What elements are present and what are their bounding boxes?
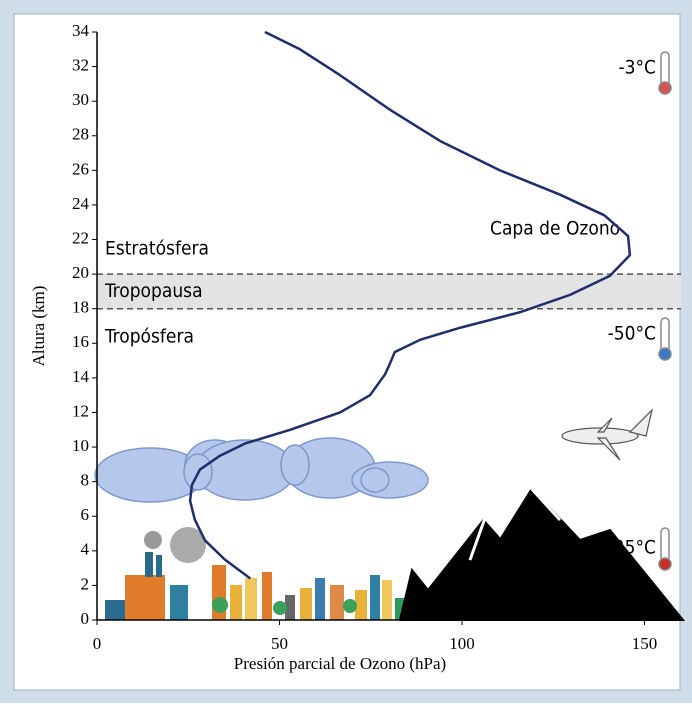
y-tick-label: 6 bbox=[81, 505, 90, 524]
annotation: 25°C bbox=[614, 537, 656, 559]
annotation: -50°C bbox=[608, 323, 656, 345]
y-tick-label: 24 bbox=[72, 194, 90, 213]
y-tick-label: 0 bbox=[81, 609, 90, 628]
y-tick-label: 22 bbox=[72, 228, 89, 247]
x-axis-label: Presión parcial de Ozono (hPa) bbox=[234, 654, 446, 673]
y-tick-label: 8 bbox=[81, 471, 90, 490]
y-tick-label: 12 bbox=[72, 401, 89, 420]
x-tick-label: 150 bbox=[632, 634, 658, 653]
x-tick-label: 100 bbox=[449, 634, 475, 653]
y-tick-label: 16 bbox=[72, 332, 89, 351]
y-tick-label: 28 bbox=[72, 125, 89, 144]
x-tick-label: 50 bbox=[271, 634, 288, 653]
y-tick-label: 26 bbox=[72, 159, 89, 178]
chart: Presión parcial de Ozono (hPa) Altura (k… bbox=[0, 0, 692, 703]
annotation: Tropósfera bbox=[104, 326, 194, 348]
y-tick-label: 18 bbox=[72, 298, 89, 317]
annotation: Estratósfera bbox=[105, 238, 209, 260]
y-tick-label: 10 bbox=[72, 436, 89, 455]
y-tick-label: 14 bbox=[72, 367, 90, 386]
y-axis-label: Altura (km) bbox=[29, 286, 48, 367]
y-tick-label: 2 bbox=[81, 574, 90, 593]
y-tick-label: 32 bbox=[72, 55, 89, 74]
y-tick-label: 4 bbox=[81, 540, 90, 559]
annotation: Capa de Ozono bbox=[490, 218, 620, 240]
y-tick-label: 34 bbox=[72, 21, 90, 40]
y-tick-label: 20 bbox=[72, 263, 89, 282]
y-tick-label: 30 bbox=[72, 90, 89, 109]
x-tick-label: 0 bbox=[93, 634, 102, 653]
band-label: Tropopausa bbox=[104, 280, 203, 302]
annotation: -3°C bbox=[618, 57, 656, 79]
